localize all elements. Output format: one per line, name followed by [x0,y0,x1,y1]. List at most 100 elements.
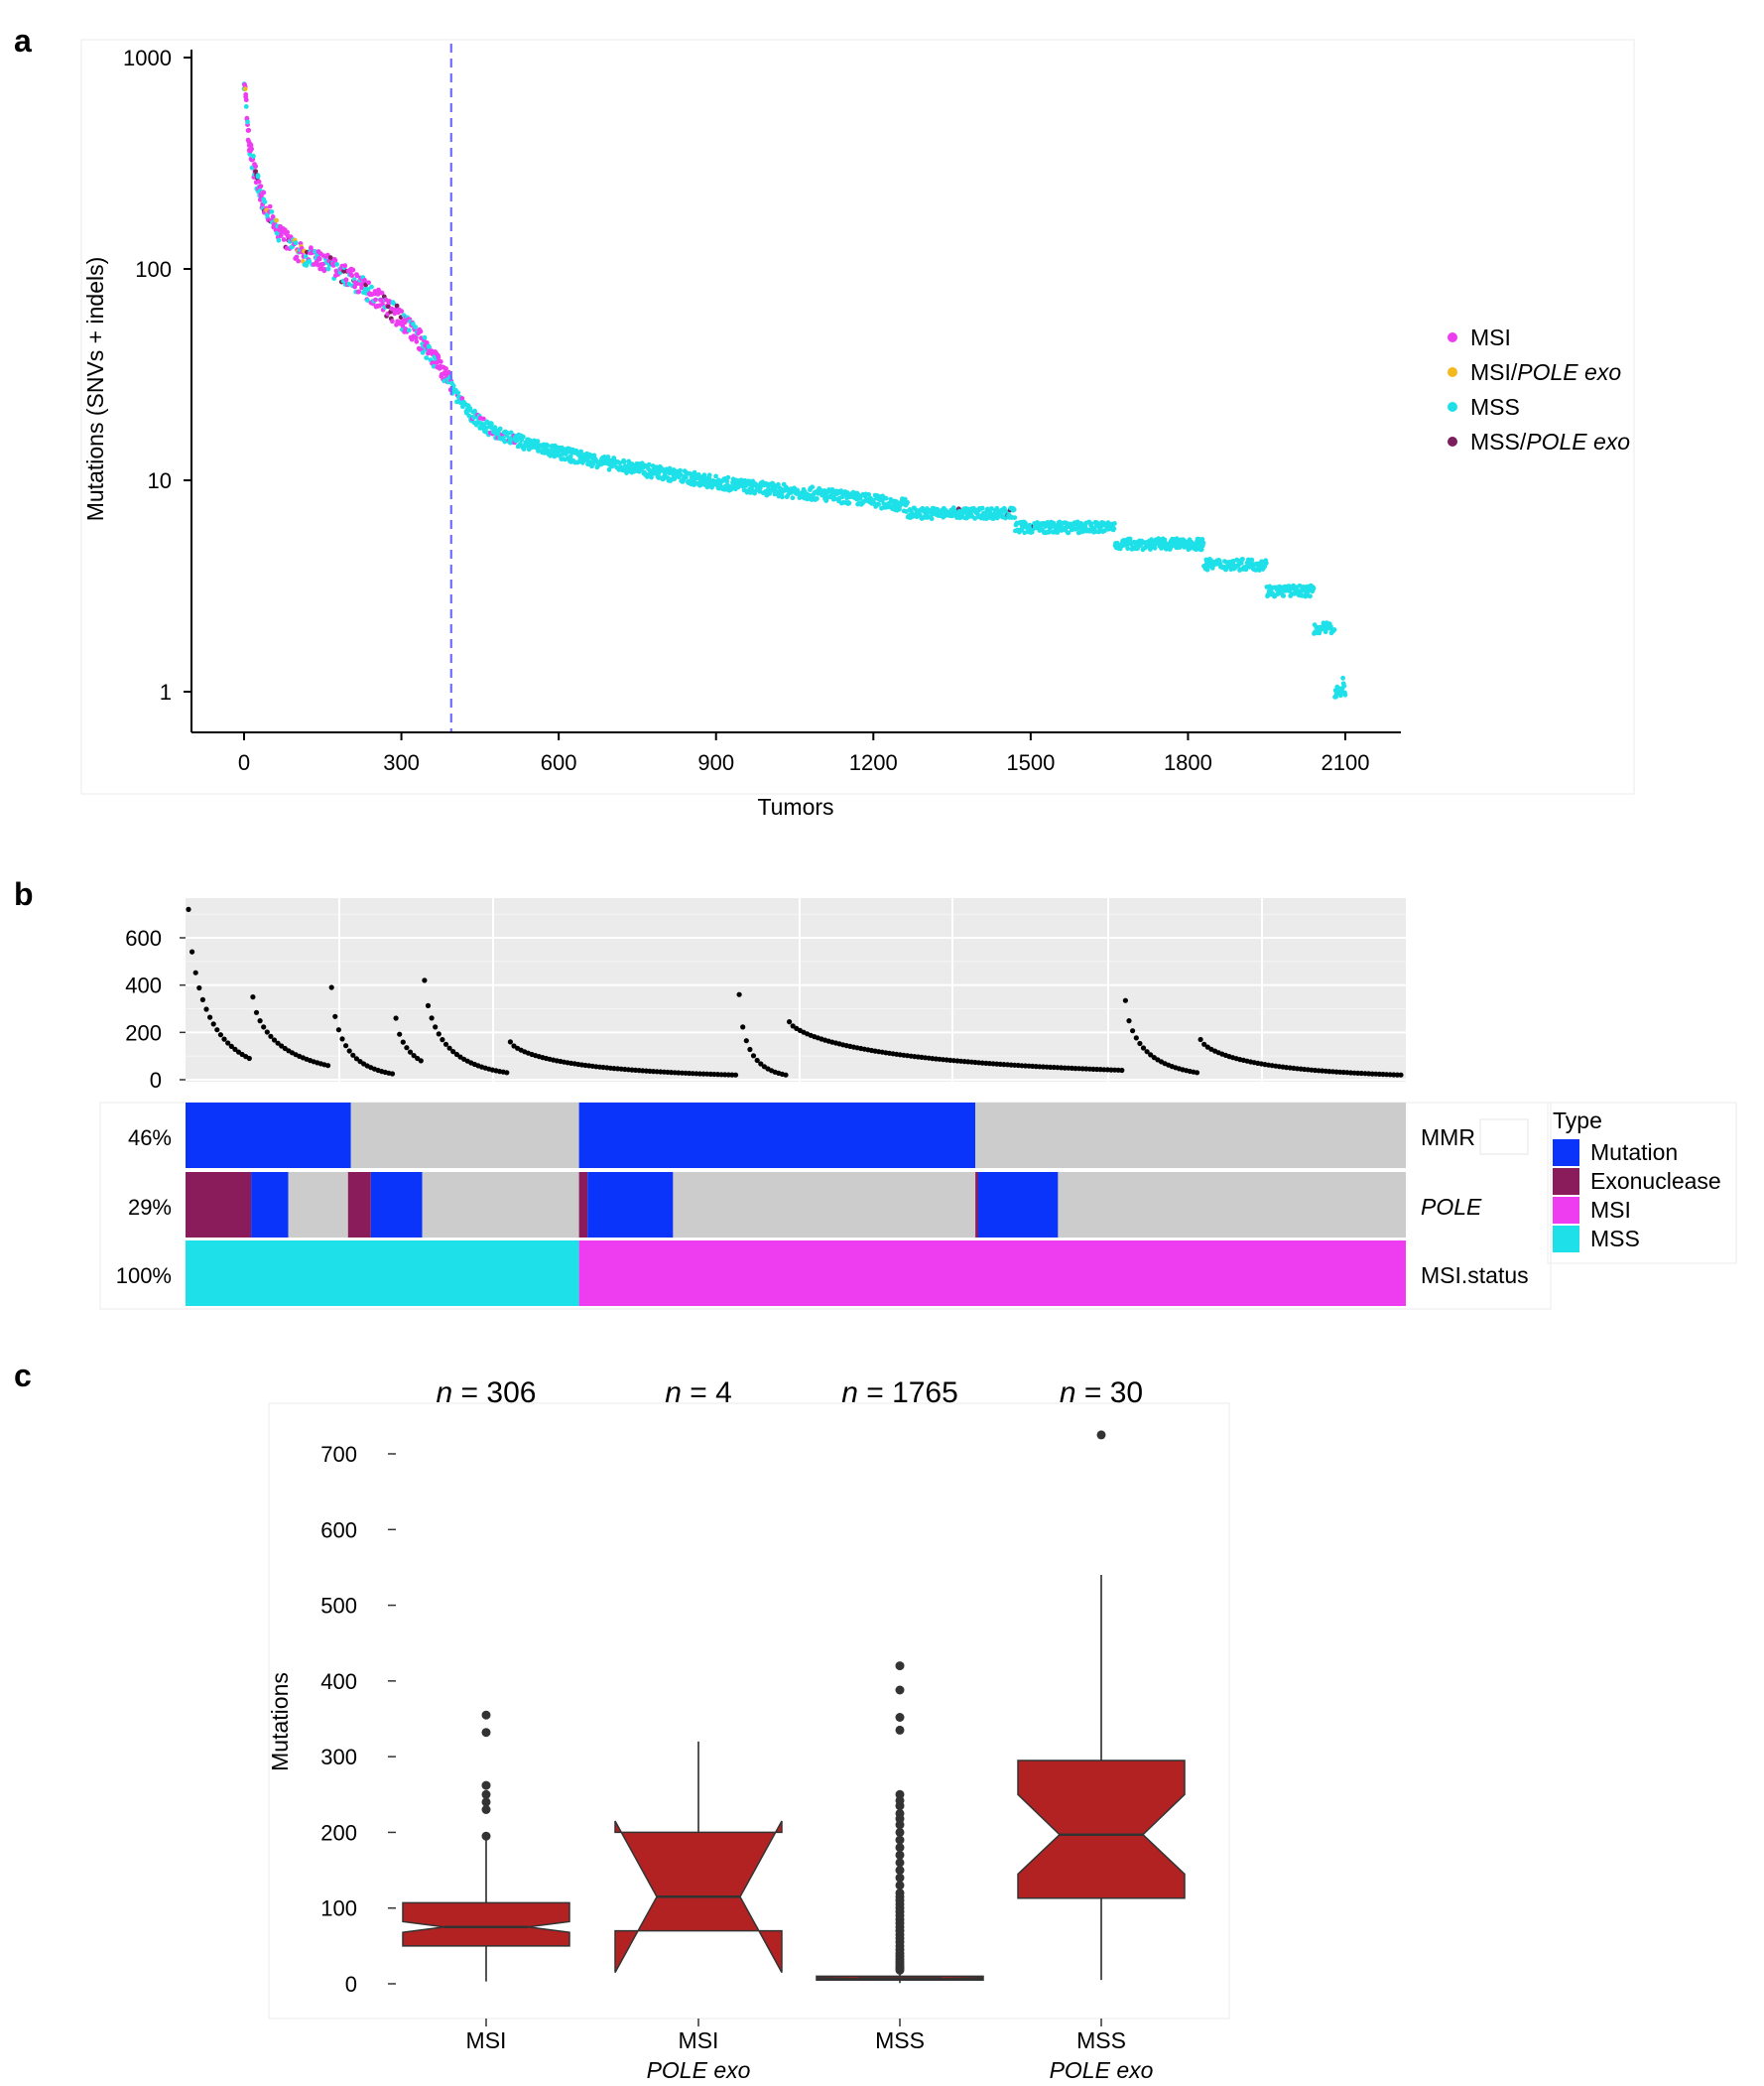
panel-a-point [269,209,275,214]
panel-c-group-sublabel: POLE exo [647,2057,751,2083]
panel-a-point [270,214,276,219]
panel-b-point [325,1063,331,1069]
panel-c-label: c [14,1358,32,1393]
panel-a-ytick-label: 100 [135,257,172,282]
panel-a-point [1022,530,1028,536]
panel-c-n-symbol: n [841,1376,858,1409]
panel-a-point [904,509,909,514]
panel-b-point [676,1070,682,1076]
panel-b-point [1201,1041,1207,1047]
panel-a-point [815,496,819,501]
panel-c-outlier [481,1805,491,1814]
panel-a-point [455,390,461,396]
panel-b-point [221,1036,227,1042]
panel-b-point [1126,1018,1132,1024]
panel-b-point [271,1037,278,1043]
panel-b-track-block [422,1172,579,1238]
panel-b-point [397,1031,403,1037]
panel-b-ticks: 0 200 400 600 [125,926,186,1093]
panel-a-point [752,490,757,496]
panel-a-point [545,443,551,449]
panel-c-box [1017,1760,1186,1899]
panel-b-point [210,1021,216,1027]
panel-b-tracks: 46% MMR 29% POLE 100% MSI.status [116,1103,1529,1306]
panel-b-legend: Type Mutation Exonuclease MSI MSS [1553,1108,1721,1252]
panel-b-track-pct: 46% [128,1125,172,1150]
panel-a-point [1267,584,1273,589]
panel-c-outlier [895,1713,905,1722]
panel-b-legend-key [1553,1139,1579,1166]
panel-a-point [242,86,248,92]
panel-a-point [443,366,448,371]
panel-b-point [1358,1070,1364,1077]
panel-c-group-label: MSS [1076,2027,1126,2053]
panel-a-point [535,439,541,444]
panel-c-box [402,1901,570,1947]
panel-a-point [994,505,1000,511]
panel-b-point [453,1051,459,1058]
panel-a-point [369,284,374,290]
panel-a-legend-italic: POLE exo [1517,359,1621,385]
panel-b-track-block [578,1240,1406,1306]
panel-b-track-pct: 100% [116,1263,172,1288]
panel-a-point [261,190,267,196]
panel-b-point [192,970,198,976]
panel-a-point [692,469,697,475]
panel-a-point [521,434,526,440]
panel-a-point [248,143,254,148]
panel-c-outlier [895,1725,905,1735]
panel-c-group-sublabel: POLE exo [1050,2057,1154,2083]
panel-b-point [228,1043,234,1049]
panel-a-point [876,501,881,507]
panel-a-point [246,127,252,133]
panel-b-point [203,1006,209,1012]
panel-b-ytick-label: 400 [125,974,162,998]
panel-a-point [1011,507,1017,512]
panel-a-xtick-label: 2100 [1322,750,1370,775]
panel-b-track-name: MMR [1421,1124,1475,1150]
panel-b-point [404,1045,410,1051]
panel-b-point [1137,1040,1143,1047]
panel-c-outlier [481,1780,491,1790]
panel-a-point [1340,675,1345,681]
panel-a-point [422,334,428,340]
panel-b-point [253,1009,260,1015]
panel-c-ytick-label: 300 [320,1745,357,1769]
panel-a-point [467,406,473,412]
panel-b-point [1148,1052,1154,1058]
panel-a-legend-italic: POLE exo [1526,429,1630,455]
panel-a-point [438,359,443,364]
panel-a-point [459,396,465,401]
panel-c-n-label: n = 306 [437,1376,537,1409]
panel-a-point [496,432,502,438]
panel-b-point [446,1045,452,1051]
panel-b-track-block [1058,1172,1406,1238]
panel-b-point [732,1072,739,1078]
panel-a-point [250,153,256,159]
panel-a-point [420,350,426,355]
panel-a-xtick-label: 1500 [1006,750,1055,775]
panel-a-point [373,297,378,303]
panel-b-point [442,1041,449,1047]
panel-a-point [706,472,712,478]
panel-a-legend-label: MSI [1470,325,1511,350]
panel-c-outlier [895,1843,905,1853]
panel-a-legend-text: MSI [1470,325,1511,350]
panel-b-point [268,1033,274,1039]
panel-a-legend-text: MSS/ [1470,429,1527,455]
panel-a-ytick-label: 10 [148,468,172,493]
panel-a-point [307,258,313,264]
panel-a-point [678,472,684,477]
panel-b-point [196,984,202,991]
panel-a-xtick-label: 0 [238,750,250,775]
panel-a-point [322,267,327,272]
panel-a-point [243,97,249,103]
panel-b-point [440,1037,445,1043]
panel-c-n-label: n = 30 [1060,1376,1143,1409]
panel-a-point [1194,547,1199,553]
panel-c-outlier [895,1850,905,1860]
panel-c-n-symbol: n [1060,1376,1076,1409]
panel-a-ytick-label: 1000 [123,46,172,70]
panel-b-point [425,1002,432,1009]
